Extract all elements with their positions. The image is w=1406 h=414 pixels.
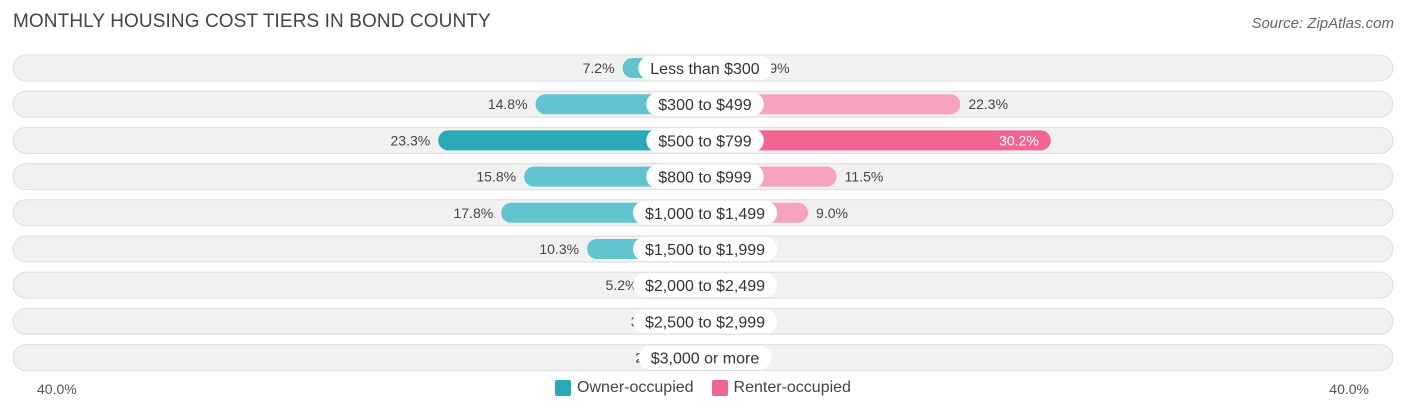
axis-left-label: 40.0% — [37, 381, 77, 397]
category-label: $1,500 to $1,999 — [645, 242, 765, 259]
legend-label-owner: Owner-occupied — [577, 379, 694, 396]
category-pill — [632, 237, 778, 261]
value-label-owner: 14.8% — [488, 96, 528, 112]
category-pill — [646, 128, 764, 153]
category-pill — [632, 309, 778, 334]
value-label-owner: 15.8% — [476, 169, 516, 185]
value-label-owner: 5.2% — [606, 277, 638, 293]
chart-title: MONTHLY HOUSING COST TIERS IN BOND COUNT… — [13, 11, 491, 32]
category-pill — [638, 345, 772, 370]
category-pill — [632, 273, 778, 298]
axis-right-label: 40.0% — [1329, 381, 1369, 397]
value-label-renter: 11.5% — [845, 169, 884, 185]
value-label-owner: 23.3% — [391, 132, 431, 148]
legend-item-owner[interactable]: Owner-occupied — [555, 379, 694, 397]
bar-renter — [695, 130, 1051, 151]
value-label-owner: 7.2% — [583, 60, 615, 76]
category-label: $2,500 to $2,999 — [645, 314, 765, 331]
category-pill — [646, 164, 764, 189]
value-label-renter: 9.0% — [816, 205, 848, 221]
value-label-owner: 10.3% — [539, 241, 579, 257]
category-label: $2,000 to $2,499 — [645, 278, 765, 295]
category-pill — [632, 200, 778, 225]
legend-swatch-renter — [711, 380, 728, 396]
bar-owner — [438, 130, 715, 151]
category-label: $500 to $799 — [658, 133, 752, 150]
category-label: $300 to $499 — [658, 97, 752, 114]
value-label-renter: 22.3% — [968, 96, 1008, 112]
category-pill — [646, 92, 764, 117]
category-pill — [638, 56, 772, 80]
value-label-owner: 17.8% — [453, 205, 493, 221]
category-label: $800 to $999 — [658, 170, 752, 187]
category-label: Less than $300 — [650, 61, 760, 78]
source-label: Source: ZipAtlas.com — [1251, 15, 1394, 32]
category-label: $3,000 or more — [651, 351, 760, 368]
category-label: $1,000 to $1,499 — [645, 206, 765, 223]
legend-swatch-owner — [555, 380, 572, 396]
legend-item-renter[interactable]: Renter-occupied — [711, 379, 851, 397]
legend: Owner-occupied Renter-occupied — [0, 379, 1406, 397]
legend-label-renter: Renter-occupied — [733, 379, 851, 396]
value-label-renter: 30.2% — [999, 132, 1039, 148]
